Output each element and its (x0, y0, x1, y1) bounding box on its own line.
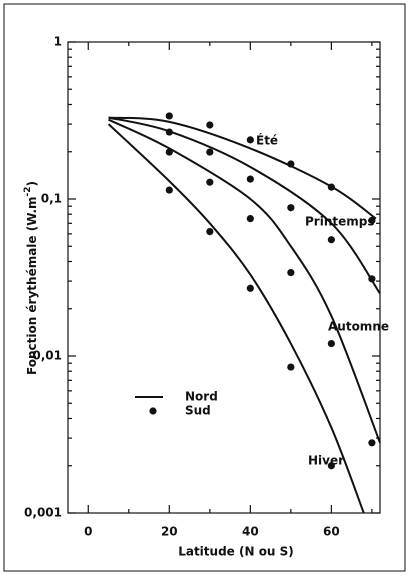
nord-line (108, 116, 377, 220)
y-tick-label: 0,001 (24, 506, 62, 520)
sud-point (327, 236, 335, 244)
sud-point (246, 215, 254, 223)
sud-point (327, 183, 335, 191)
sud-point (246, 136, 254, 144)
plot-frame (67, 41, 381, 514)
sud-point (287, 160, 295, 168)
sud-point (206, 121, 214, 129)
nord-line (107, 123, 365, 514)
sud-point (206, 148, 214, 156)
y-tick-label: 0,01 (32, 349, 62, 363)
series-label: Automne (328, 320, 389, 334)
series-label: Printemps (305, 215, 374, 229)
nord-line (108, 116, 381, 295)
x-tick-label: 20 (161, 525, 178, 539)
sud-point (206, 227, 214, 236)
sud-point (368, 275, 376, 283)
x-tick-label: 0 (84, 525, 92, 539)
y-label-main: Fonction érythémale (W.m (25, 196, 39, 375)
y-tick-label: 0,1 (41, 192, 62, 206)
series-label: Hiver (308, 454, 344, 468)
sud-point (165, 112, 173, 120)
sud-point (246, 175, 254, 183)
sud-point (165, 128, 173, 136)
series-label: Été (256, 133, 278, 148)
x-tick-label: 40 (242, 525, 259, 539)
sud-point (327, 462, 335, 470)
outer-frame (3, 3, 406, 572)
x-axis-label: Latitude (N ou S) (178, 545, 294, 559)
y-tick-label: 1 (54, 35, 62, 49)
sud-point (206, 178, 214, 186)
x-tick-label: 60 (323, 525, 340, 539)
legend-label: Nord (185, 390, 218, 404)
sud-point (368, 216, 376, 225)
y-label-sup: -2 (23, 186, 33, 196)
y-axis-label: Fonction érythémale (W.m-2) (23, 181, 39, 375)
sud-point (165, 186, 173, 194)
legend-dot (149, 407, 157, 415)
y-label-end: ) (25, 181, 39, 186)
sud-point (287, 363, 295, 371)
sud-point (165, 148, 173, 156)
sud-point (368, 439, 376, 447)
legend-label: Sud (185, 404, 211, 418)
sud-point (327, 339, 335, 348)
sud-point (287, 268, 295, 277)
sud-point (287, 204, 295, 212)
sud-point (246, 284, 254, 292)
nord-line (108, 118, 381, 444)
